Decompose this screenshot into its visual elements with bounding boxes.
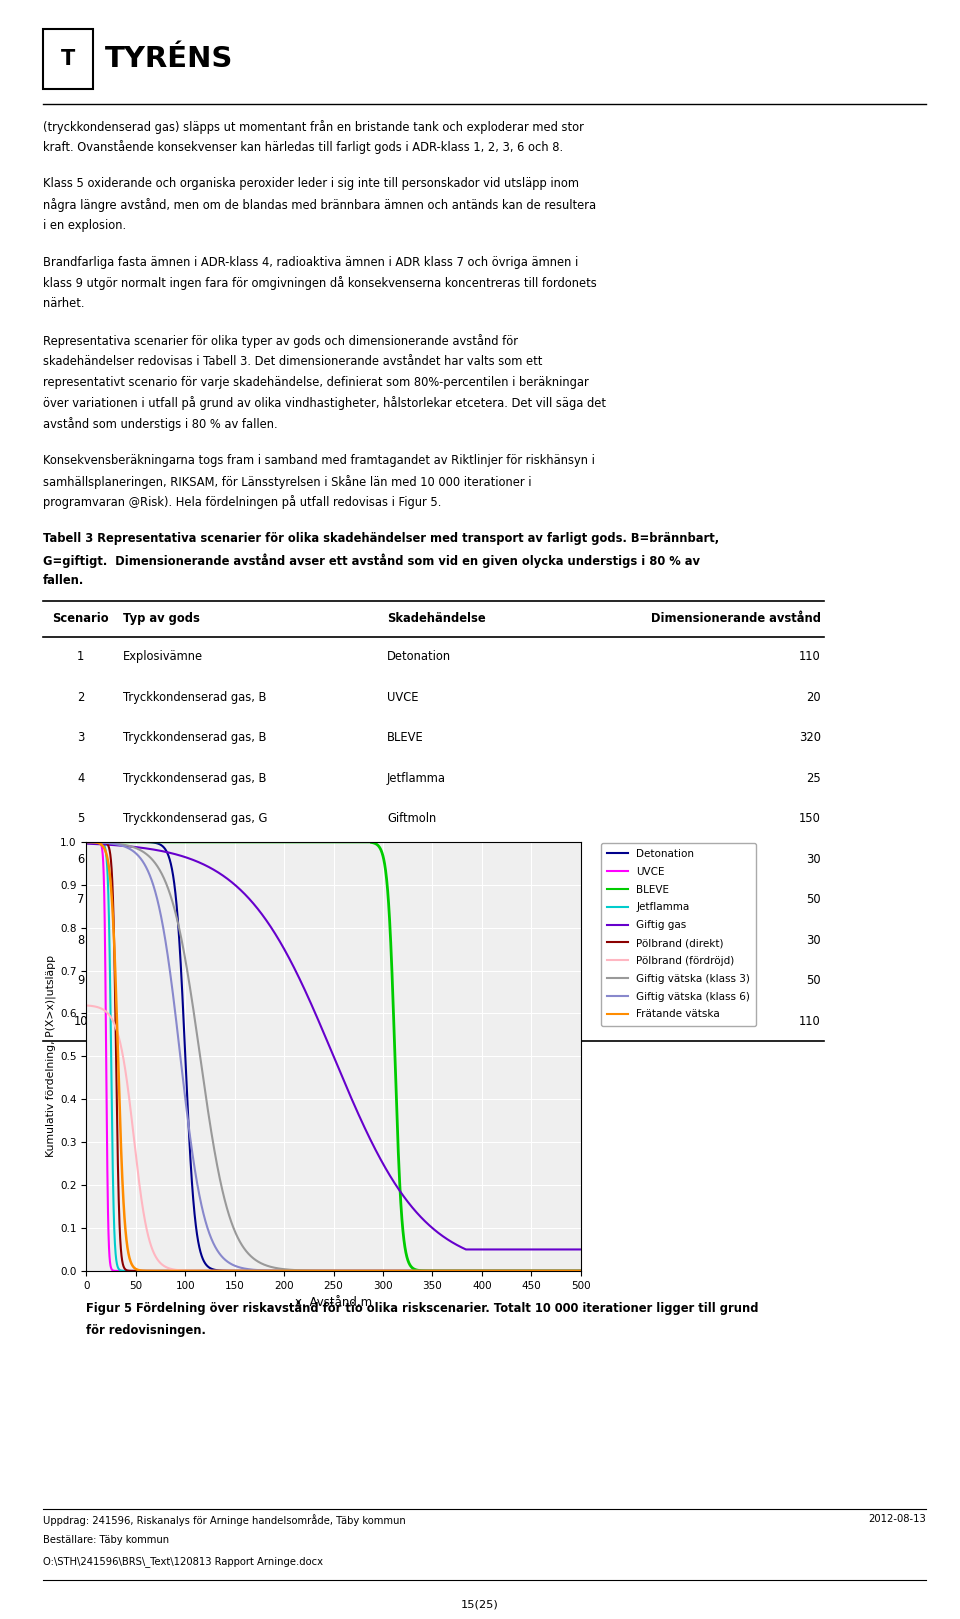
Legend: Detonation, UVCE, BLEVE, Jetflamma, Giftig gas, Pölbrand (direkt), Pölbrand (för: Detonation, UVCE, BLEVE, Jetflamma, Gift… xyxy=(601,843,756,1025)
Text: 150: 150 xyxy=(799,813,821,826)
Text: TYRÉNS: TYRÉNS xyxy=(105,45,233,73)
Text: 5: 5 xyxy=(77,813,84,826)
Text: Vätska, B: Vätska, B xyxy=(123,894,177,907)
Text: Vätska, B: Vätska, B xyxy=(123,853,177,866)
Text: 6: 6 xyxy=(77,853,84,866)
Text: Scenario: Scenario xyxy=(53,612,108,625)
Text: (tryckkondenserad gas) släpps ut momentant från en bristande tank och exploderar: (tryckkondenserad gas) släpps ut momenta… xyxy=(43,120,584,134)
Text: Pölbrand direkt: Pölbrand direkt xyxy=(387,934,474,947)
Text: 30: 30 xyxy=(806,934,821,947)
Text: 50: 50 xyxy=(806,975,821,988)
Text: Explosivämne: Explosivämne xyxy=(123,651,203,664)
Text: 30: 30 xyxy=(806,853,821,866)
Text: 2012-08-13: 2012-08-13 xyxy=(869,1514,926,1523)
Text: Figur 5 Fördelning över riskavstånd för tio olika riskscenarier. Totalt 10 000 i: Figur 5 Fördelning över riskavstånd för … xyxy=(86,1300,759,1315)
Text: 8: 8 xyxy=(77,934,84,947)
Text: 10: 10 xyxy=(73,1015,88,1028)
Text: över variationen i utfall på grund av olika vindhastigheter, hålstorlekar etcete: över variationen i utfall på grund av ol… xyxy=(43,397,606,410)
Text: Skadehändelse: Skadehändelse xyxy=(387,612,486,625)
Text: samhällsplaneringen, RIKSAM, för Länsstyrelsen i Skåne län med 10 000 iteratione: samhällsplaneringen, RIKSAM, för Länssty… xyxy=(43,474,532,489)
Text: 110: 110 xyxy=(799,1015,821,1028)
Text: avstånd som understigs i 80 % av fallen.: avstånd som understigs i 80 % av fallen. xyxy=(43,418,277,431)
Text: G=giftigt.  Dimensionerande avstånd avser ett avstånd som vid en given olycka un: G=giftigt. Dimensionerande avstånd avser… xyxy=(43,554,700,568)
Text: fallen.: fallen. xyxy=(43,573,84,586)
Y-axis label: Kumulativ fördelning, P(X>x)|utsläpp: Kumulativ fördelning, P(X>x)|utsläpp xyxy=(45,955,56,1158)
Text: 15(25): 15(25) xyxy=(461,1600,499,1609)
Text: skadehändelser redovisas i Tabell 3. Det dimensionerande avståndet har valts som: skadehändelser redovisas i Tabell 3. Det… xyxy=(43,355,542,368)
Text: Pölbrand fördröjd: Pölbrand fördröjd xyxy=(387,975,486,988)
Text: 25: 25 xyxy=(806,772,821,785)
Text: Tryckkondenserad gas, G: Tryckkondenserad gas, G xyxy=(123,813,267,826)
Text: Detonation: Detonation xyxy=(387,651,451,664)
Text: 20: 20 xyxy=(806,691,821,704)
Text: Klass 5 oxiderande och organiska peroxider leder i sig inte till personskador vi: Klass 5 oxiderande och organiska peroxid… xyxy=(43,178,579,191)
Text: Giftmoln: Giftmoln xyxy=(387,1015,436,1028)
Text: 2: 2 xyxy=(77,691,84,704)
Bar xyxy=(43,29,93,89)
Text: Dimensionerande avstånd: Dimensionerande avstånd xyxy=(651,612,821,625)
Text: 110: 110 xyxy=(799,651,821,664)
Text: Vätska, B, G: Vätska, B, G xyxy=(123,1015,193,1028)
Text: Beställare: Täby kommun: Beställare: Täby kommun xyxy=(43,1535,169,1545)
Text: klass 9 utgör normalt ingen fara för omgivningen då konsekvenserna koncentreras : klass 9 utgör normalt ingen fara för omg… xyxy=(43,277,597,290)
Text: Giftmoln: Giftmoln xyxy=(387,813,436,826)
Text: Konsekvensberäkningarna togs fram i samband med framtagandet av Riktlinjer för r: Konsekvensberäkningarna togs fram i samb… xyxy=(43,453,595,466)
Text: Typ av gods: Typ av gods xyxy=(123,612,200,625)
Text: Vätska, B, G: Vätska, B, G xyxy=(123,975,193,988)
Text: 320: 320 xyxy=(799,732,821,745)
Text: 3: 3 xyxy=(77,732,84,745)
Text: Vätska, B, G: Vätska, B, G xyxy=(123,934,193,947)
Text: kraft. Ovanstående konsekvenser kan härledas till farligt gods i ADR-klass 1, 2,: kraft. Ovanstående konsekvenser kan härl… xyxy=(43,141,564,154)
Text: 9: 9 xyxy=(77,975,84,988)
Text: närhet.: närhet. xyxy=(43,298,84,311)
Text: Jetflamma: Jetflamma xyxy=(387,772,445,785)
Text: Representativa scenarier för olika typer av gods och dimensionerande avstånd för: Representativa scenarier för olika typer… xyxy=(43,334,518,348)
Text: i en explosion.: i en explosion. xyxy=(43,219,127,232)
Text: några längre avstånd, men om de blandas med brännbara ämnen och antänds kan de r: några längre avstånd, men om de blandas … xyxy=(43,198,596,212)
Text: 4: 4 xyxy=(77,772,84,785)
Text: BLEVE: BLEVE xyxy=(387,732,423,745)
Text: Tryckkondenserad gas, B: Tryckkondenserad gas, B xyxy=(123,732,266,745)
Text: Pölbrand direkt: Pölbrand direkt xyxy=(387,853,474,866)
Text: representativt scenario för varje skadehändelse, definierat som 80%-percentilen : representativt scenario för varje skadeh… xyxy=(43,376,588,389)
Text: Tabell 3 Representativa scenarier för olika skadehändelser med transport av farl: Tabell 3 Representativa scenarier för ol… xyxy=(43,533,719,546)
Text: Pölbrand fördröjd: Pölbrand fördröjd xyxy=(387,894,486,907)
Text: UVCE: UVCE xyxy=(387,691,419,704)
Text: T: T xyxy=(61,49,75,70)
Text: Uppdrag: 241596, Riskanalys för Arninge handelsområde, Täby kommun: Uppdrag: 241596, Riskanalys för Arninge … xyxy=(43,1514,406,1525)
Text: Tryckkondenserad gas, B: Tryckkondenserad gas, B xyxy=(123,691,266,704)
Text: O:\STH\241596\BRS\_Text\120813 Rapport Arninge.docx: O:\STH\241596\BRS\_Text\120813 Rapport A… xyxy=(43,1556,324,1567)
Text: för redovisningen.: för redovisningen. xyxy=(86,1324,206,1337)
Text: Tryckkondenserad gas, B: Tryckkondenserad gas, B xyxy=(123,772,266,785)
X-axis label: x, Avstånd,m: x, Avstånd,m xyxy=(295,1297,372,1310)
Text: 7: 7 xyxy=(77,894,84,907)
Text: Brandfarliga fasta ämnen i ADR-klass 4, radioaktiva ämnen i ADR klass 7 och övri: Brandfarliga fasta ämnen i ADR-klass 4, … xyxy=(43,256,579,269)
Text: 1: 1 xyxy=(77,651,84,664)
Text: programvaran @Risk). Hela fördelningen på utfall redovisas i Figur 5.: programvaran @Risk). Hela fördelningen p… xyxy=(43,495,442,510)
Text: 50: 50 xyxy=(806,894,821,907)
